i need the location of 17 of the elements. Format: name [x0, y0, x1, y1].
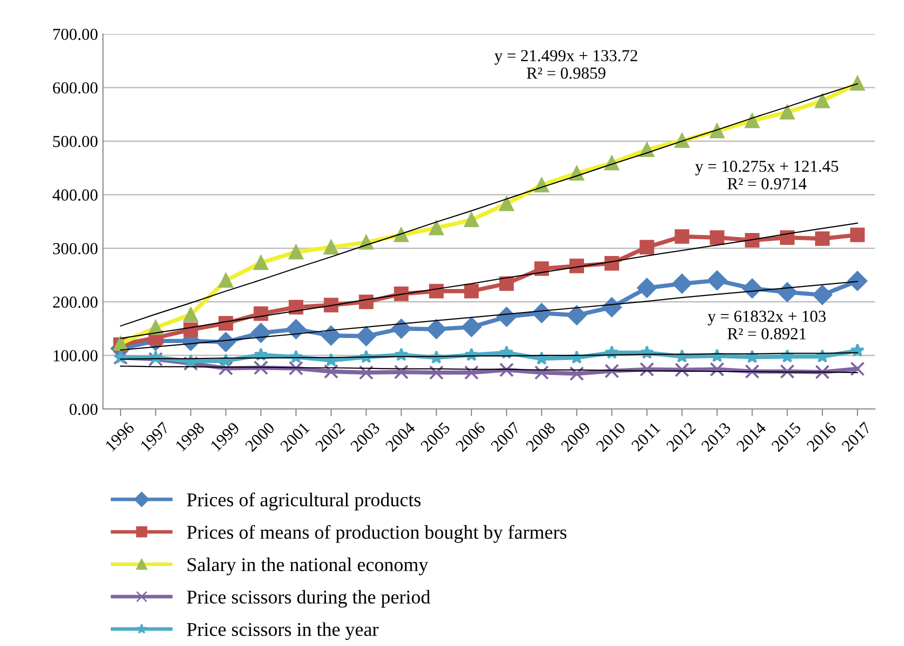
legend-label: Price scissors during the period — [186, 590, 430, 608]
legend-label: Salary in the national economy — [188, 558, 428, 576]
y-tick-label: 500.00 — [53, 136, 98, 148]
y-tick-label: 700.00 — [53, 28, 98, 40]
x-tick-label: 2011 — [630, 422, 661, 452]
y-tick-label: 600.00 — [53, 82, 98, 94]
annotation: y = 61832x + 103 R² = 0.8921 — [708, 310, 826, 340]
legend-label: Prices of agricultural products — [186, 492, 421, 510]
y-tick-label: 100.00 — [54, 350, 98, 362]
annotation: y = 21.499x + 133.72 R² = 0.9859 — [494, 50, 638, 79]
legend-label: Prices of means of production bought by farmers — [186, 524, 566, 543]
y-tick-label: 200.00 — [53, 296, 98, 308]
annotation: y = 10.275x + 121.45 R² = 0.9714 — [695, 160, 838, 190]
legend-label: Price scissors in the year — [186, 622, 378, 640]
y-tick-label: 400.00 — [52, 189, 98, 201]
y-tick-label: 0.00 — [70, 404, 98, 416]
y-tick-label: 300.00 — [53, 242, 98, 254]
